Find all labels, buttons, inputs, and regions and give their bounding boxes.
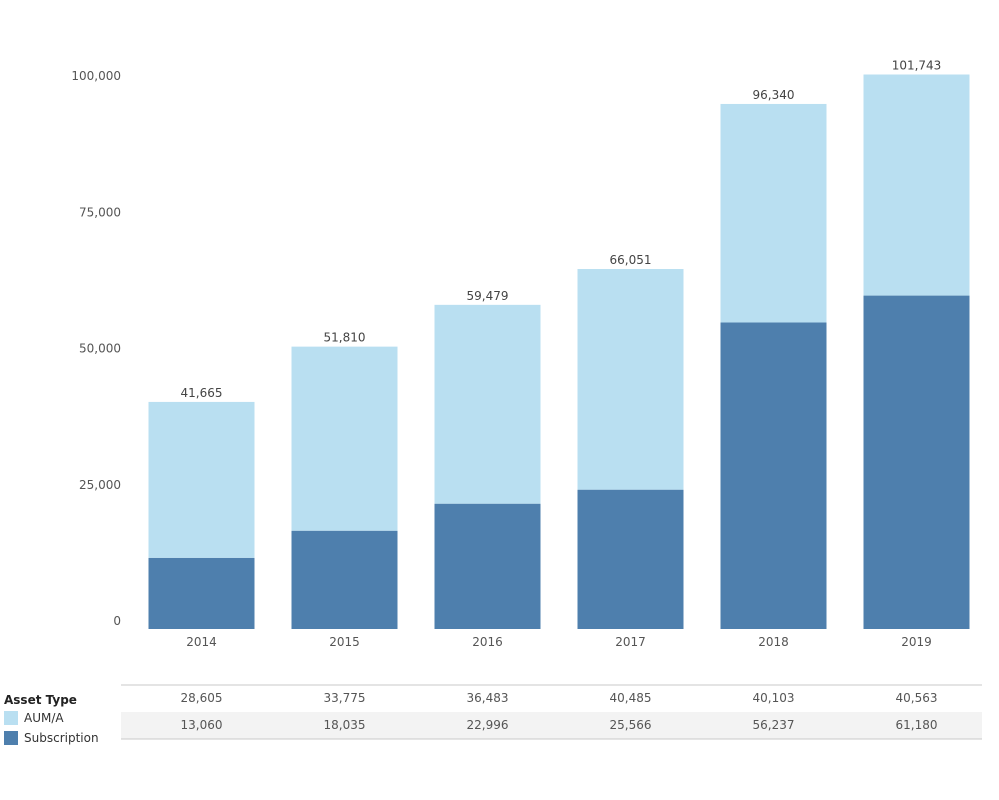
table-cell: 25,566 bbox=[610, 718, 652, 732]
y-tick-label: 100,000 bbox=[71, 69, 121, 83]
table-cell: 40,485 bbox=[610, 691, 652, 705]
y-tick-label: 75,000 bbox=[79, 205, 121, 219]
bar-aum bbox=[577, 269, 684, 490]
x-category-label: 2017 bbox=[615, 635, 646, 649]
legend-label-subscription: Subscription bbox=[24, 731, 99, 745]
legend-item-aum[interactable]: AUM/A bbox=[4, 708, 120, 728]
legend-label-aum: AUM/A bbox=[24, 711, 64, 725]
legend-swatch-aum bbox=[4, 711, 18, 725]
x-category-label: 2016 bbox=[472, 635, 503, 649]
x-category-label: 2015 bbox=[329, 635, 360, 649]
table-cell: 40,103 bbox=[753, 691, 795, 705]
bar-aum bbox=[148, 401, 255, 558]
table-row-band bbox=[121, 712, 982, 739]
bar-subscription bbox=[291, 530, 398, 629]
bar-aum bbox=[291, 346, 398, 531]
total-label: 59,479 bbox=[467, 289, 509, 303]
bar-subscription bbox=[577, 489, 684, 629]
table-cell: 22,996 bbox=[467, 718, 509, 732]
table-cell: 61,180 bbox=[896, 718, 938, 732]
x-category-label: 2019 bbox=[901, 635, 932, 649]
y-tick-label: 0 bbox=[113, 614, 121, 628]
y-tick-label: 25,000 bbox=[79, 478, 121, 492]
table-cell: 36,483 bbox=[467, 691, 509, 705]
table-cell: 18,035 bbox=[324, 718, 366, 732]
legend-item-subscription[interactable]: Subscription bbox=[4, 728, 120, 748]
legend-title: Asset Type bbox=[4, 693, 77, 707]
total-label: 51,810 bbox=[324, 331, 366, 345]
bar-subscription bbox=[434, 503, 541, 629]
bar-subscription bbox=[720, 322, 827, 629]
total-label: 101,743 bbox=[892, 59, 942, 73]
bar-subscription bbox=[148, 557, 255, 629]
table-cell: 28,605 bbox=[181, 691, 223, 705]
bar-subscription bbox=[863, 295, 970, 629]
total-label: 66,051 bbox=[610, 253, 652, 267]
x-category-label: 2014 bbox=[186, 635, 217, 649]
legend-swatch-subscription bbox=[4, 731, 18, 745]
bar-aum bbox=[434, 304, 541, 504]
legend: Asset Type AUM/A Subscription bbox=[4, 692, 120, 748]
bar-aum bbox=[863, 74, 970, 296]
x-category-label: 2018 bbox=[758, 635, 789, 649]
y-tick-label: 50,000 bbox=[79, 342, 121, 356]
bar-aum bbox=[720, 103, 827, 323]
table-cell: 13,060 bbox=[181, 718, 223, 732]
total-label: 41,665 bbox=[181, 386, 223, 400]
total-label: 96,340 bbox=[753, 88, 795, 102]
table-cell: 40,563 bbox=[896, 691, 938, 705]
table-cell: 56,237 bbox=[753, 718, 795, 732]
table-cell: 33,775 bbox=[324, 691, 366, 705]
